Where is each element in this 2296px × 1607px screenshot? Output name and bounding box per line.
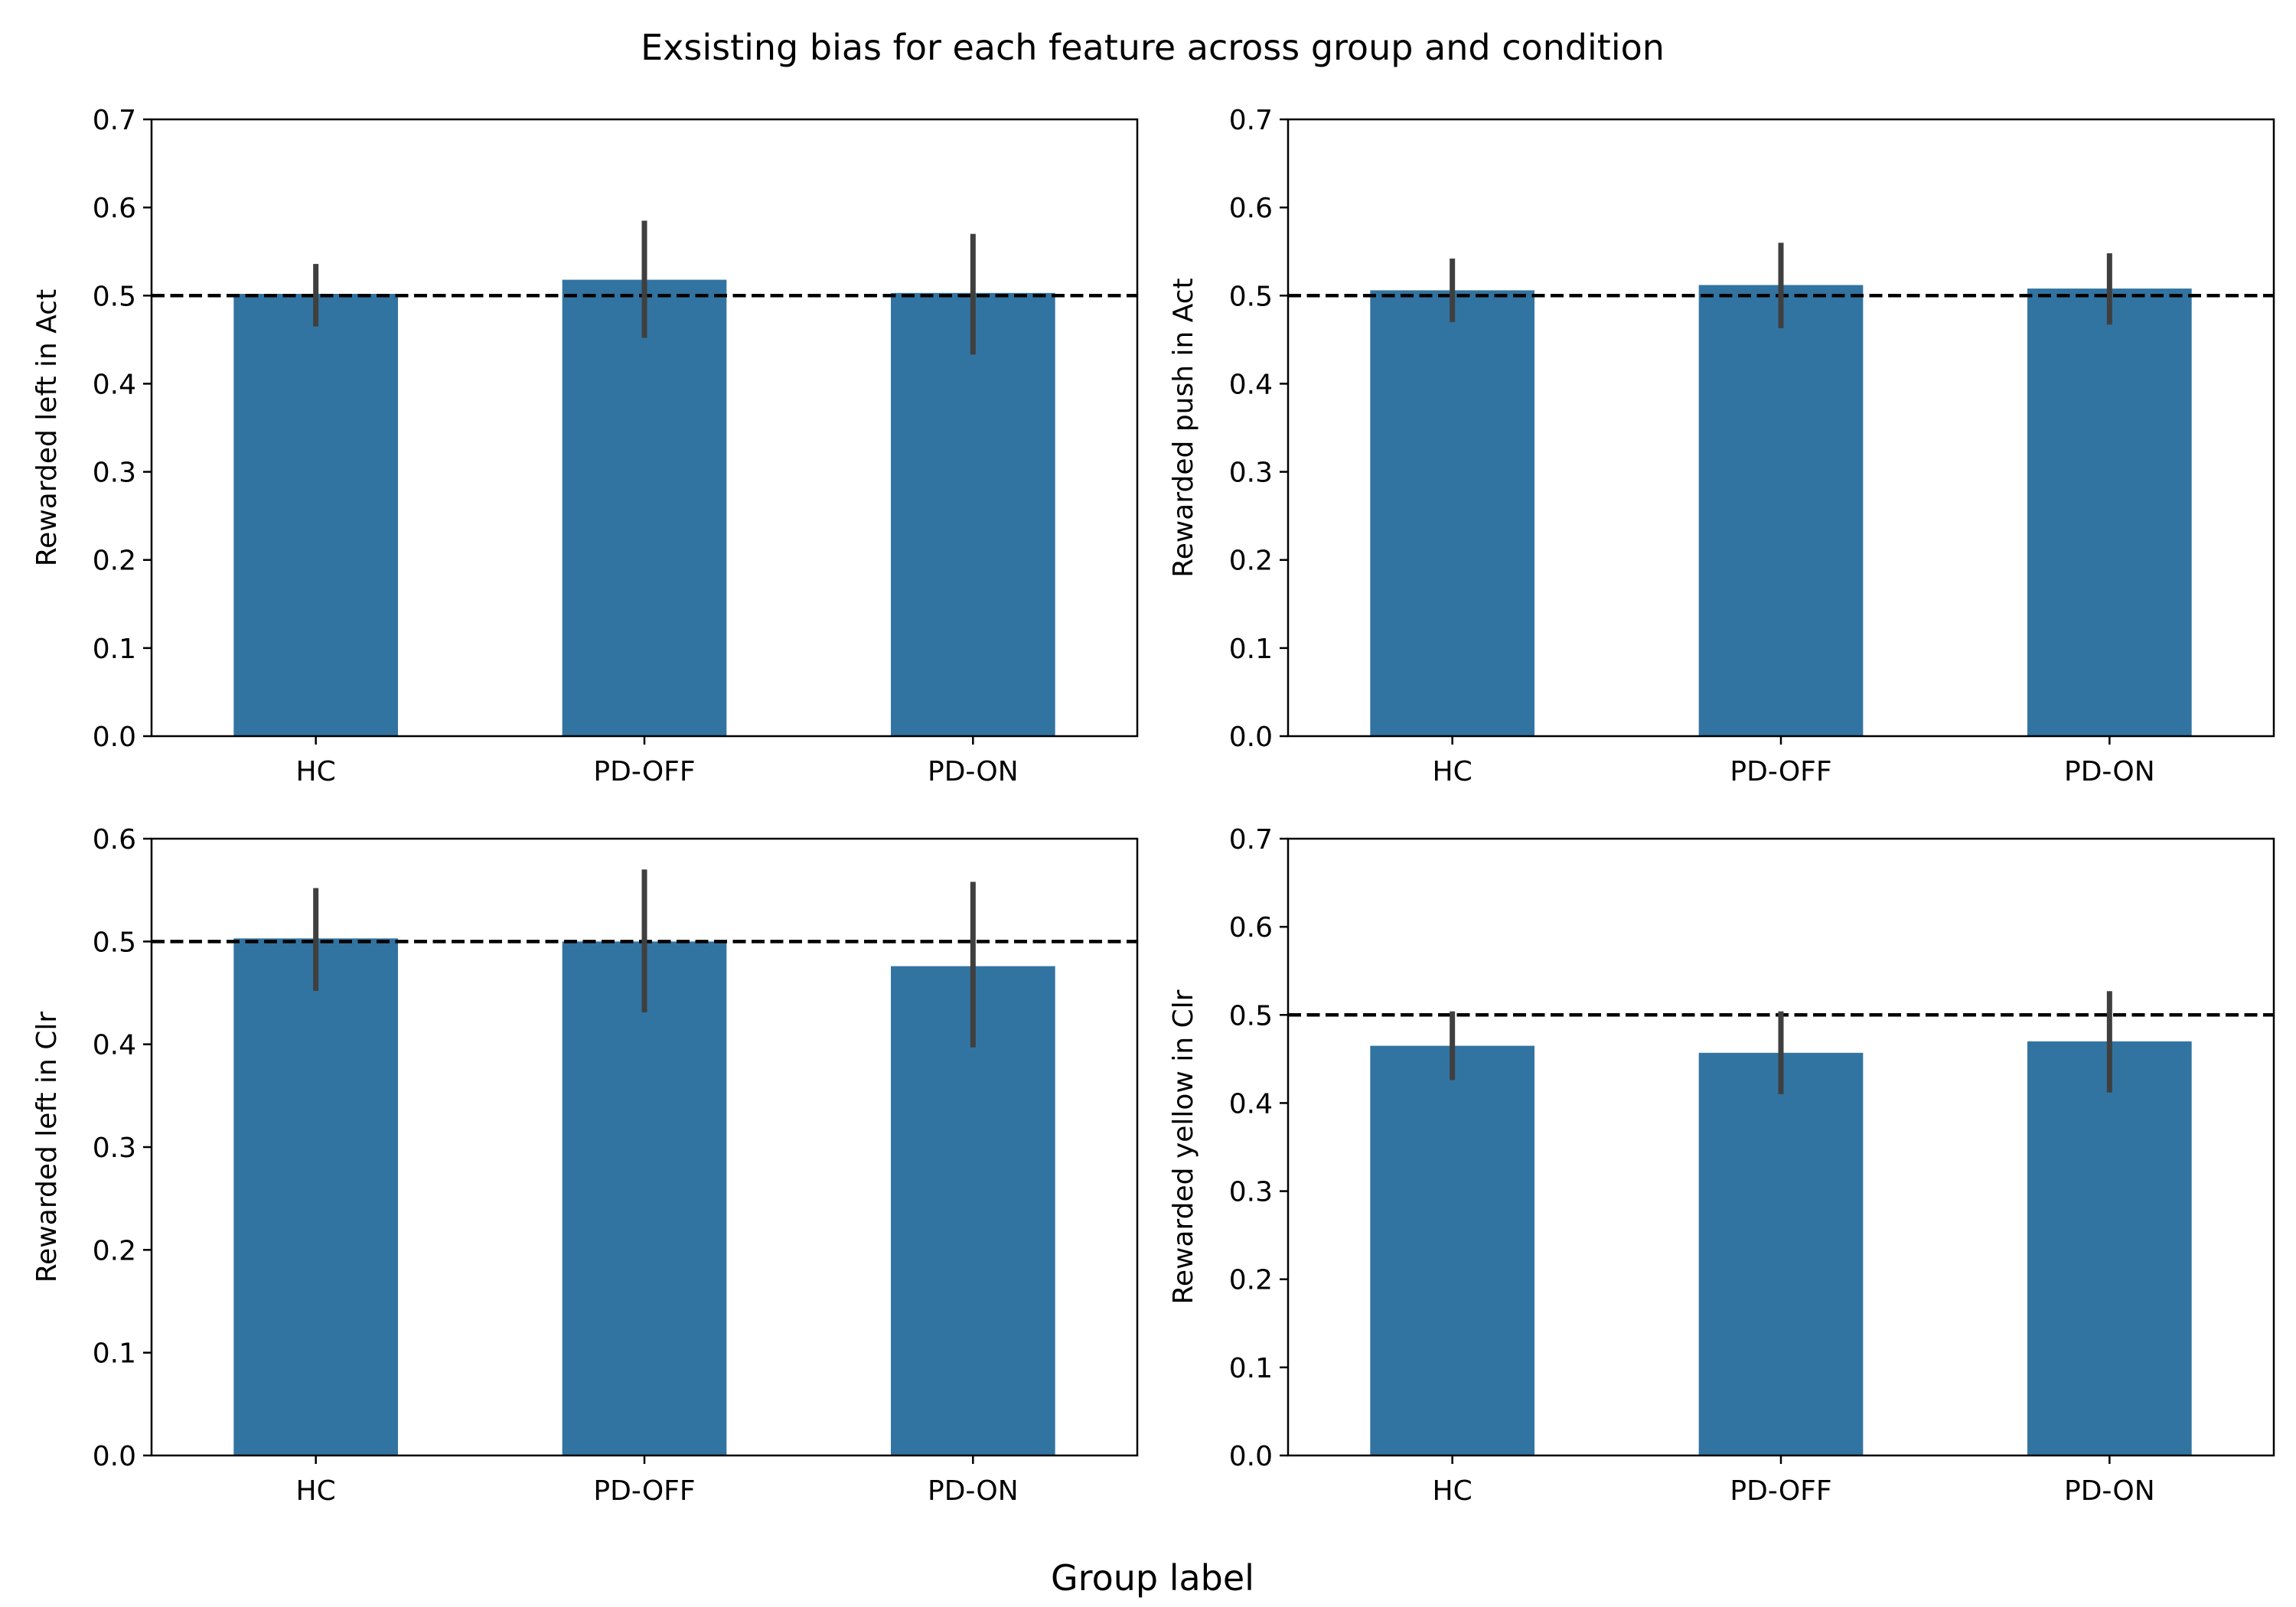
y-tick-label: 0.1 — [1229, 634, 1273, 665]
y-tick-label: 0.3 — [1229, 458, 1273, 489]
y-tick-label: 0.7 — [1229, 824, 1273, 856]
bar-hc — [1370, 1045, 1534, 1455]
y-tick-label: 0.6 — [1229, 193, 1273, 224]
x-tick-label: PD-OFF — [593, 1475, 695, 1507]
y-tick-label: 0.3 — [93, 458, 136, 489]
subplot-2: 0.0 0.1 0.2 0.3 0.4 0.5 0.6 0.7 HC PD-OFF PD-ON Rew… — [1168, 105, 2275, 787]
subplot-1: 0.0 0.1 0.2 0.3 0.4 0.5 0.6 0.7 HC PD-OFF PD-ON Rew… — [31, 105, 1139, 787]
y-axis-label: Rewarded push in Act — [1168, 278, 1199, 577]
y-tick-label: 0.2 — [93, 546, 136, 577]
bar-pd-off — [562, 279, 727, 736]
bar-hc — [1370, 290, 1534, 736]
x-tick-label: HC — [1433, 756, 1473, 787]
y-tick-label: 0.6 — [1229, 912, 1273, 944]
bar-pd-on — [2027, 1041, 2192, 1455]
x-tick-label: PD-OFF — [1730, 756, 1831, 787]
x-tick-label: PD-ON — [2064, 1475, 2155, 1507]
y-tick-label: 0.0 — [1229, 1441, 1273, 1472]
subplot-4: 0.0 0.1 0.2 0.3 0.4 0.5 0.6 0.7 HC PD-OFF PD-ON Rew… — [1168, 824, 2275, 1507]
y-tick-label: 0.7 — [93, 105, 136, 136]
subplot-3: 0.0 0.1 0.2 0.3 0.4 0.5 0.6 HC PD-OFF PD-ON Reward… — [31, 824, 1139, 1507]
x-tick-label: PD-OFF — [593, 756, 695, 787]
y-tick-label: 0.1 — [1229, 1353, 1273, 1384]
y-tick-label: 0.7 — [1229, 105, 1273, 136]
x-tick-label: PD-ON — [2064, 756, 2155, 787]
y-axis-label: Rewarded left in Act — [31, 289, 63, 566]
y-tick-label: 0.0 — [93, 722, 136, 753]
y-tick-label: 0.3 — [1229, 1177, 1273, 1208]
y-tick-label: 0.4 — [1229, 1088, 1273, 1120]
figure-xlabel: Group label — [1051, 1557, 1254, 1599]
y-tick-label: 0.2 — [1229, 1265, 1273, 1296]
bar-hc — [233, 293, 398, 736]
y-tick-label: 0.1 — [93, 1338, 136, 1370]
y-tick-label: 0.5 — [1229, 281, 1273, 312]
y-tick-label: 0.2 — [93, 1235, 136, 1266]
y-tick-label: 0.0 — [93, 1441, 136, 1472]
x-tick-label: HC — [1433, 1475, 1473, 1507]
y-tick-label: 0.1 — [93, 634, 136, 665]
x-tick-label: PD-OFF — [1730, 1475, 1831, 1507]
bar-pd-off — [1698, 1052, 1864, 1455]
x-tick-label: PD-ON — [928, 756, 1019, 787]
y-tick-label: 0.6 — [93, 193, 136, 224]
y-tick-label: 0.2 — [1229, 546, 1273, 577]
bar-hc — [233, 938, 398, 1455]
y-tick-label: 0.3 — [93, 1133, 136, 1164]
bar-pd-on — [891, 966, 1055, 1455]
y-tick-label: 0.4 — [93, 1030, 136, 1061]
y-tick-label: 0.0 — [1229, 722, 1273, 753]
x-tick-label: PD-ON — [928, 1475, 1019, 1507]
subplot-grid: 0.0 0.1 0.2 0.3 0.4 0.5 0.6 0.7 HC PD-OFF PD-ON Rew… — [31, 105, 2275, 1507]
y-tick-label: 0.5 — [93, 927, 136, 958]
y-axis-label: Rewarded left in Clr — [31, 1012, 63, 1283]
bar-pd-on — [2027, 288, 2192, 736]
figure-title: Exsisting bias for each feature across g… — [641, 27, 1665, 68]
y-tick-label: 0.4 — [93, 369, 136, 400]
y-axis-label: Rewarded yellow in Clr — [1168, 989, 1199, 1304]
bar-pd-on — [891, 292, 1055, 736]
bar-pd-off — [1698, 285, 1864, 736]
x-tick-label: HC — [296, 756, 336, 787]
x-tick-label: HC — [296, 1475, 336, 1507]
y-tick-label: 0.5 — [93, 281, 136, 312]
bar-pd-off — [562, 941, 727, 1455]
y-tick-label: 0.5 — [1229, 1000, 1273, 1032]
y-tick-label: 0.4 — [1229, 369, 1273, 400]
y-tick-label: 0.6 — [93, 824, 136, 856]
